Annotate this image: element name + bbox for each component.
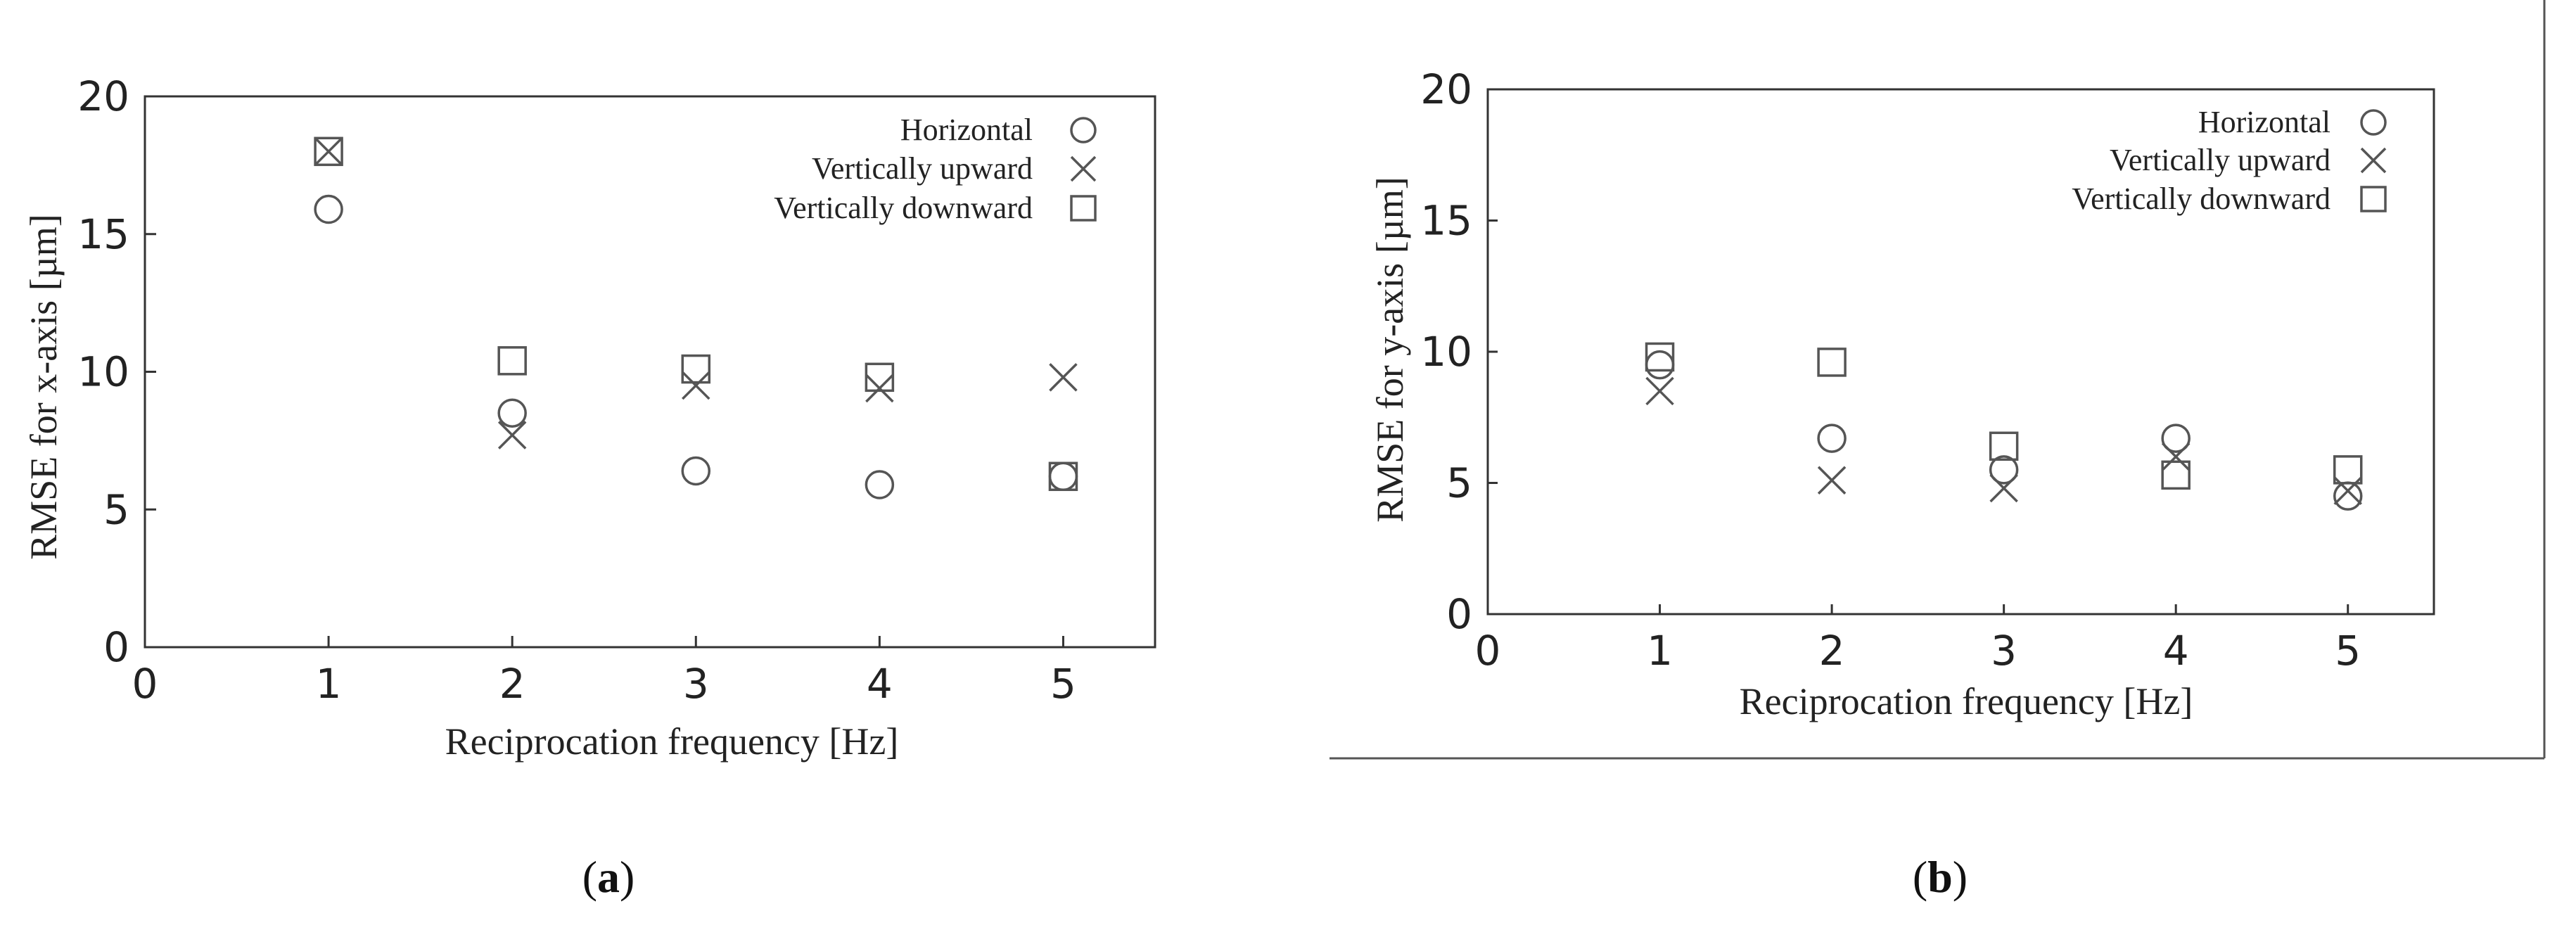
y-tick-label: 20 — [1420, 65, 1472, 113]
data-point-circle — [2333, 481, 2363, 511]
cross-stroke — [1049, 363, 1078, 392]
data-point-cross — [1989, 473, 2018, 503]
legend-label: Horizontal — [2198, 105, 2330, 139]
x-tick-label: 0 — [1475, 627, 1501, 675]
panel-label-b: (b) — [1913, 852, 1968, 902]
cross-stroke — [1645, 376, 1674, 406]
cross-stroke — [314, 137, 343, 166]
data-point-square — [2333, 455, 2363, 485]
data-point-cross — [2161, 442, 2191, 471]
data-point-circle — [865, 470, 895, 499]
data-point-circle — [1989, 455, 2019, 485]
x-axis-title: Reciprocation frequency [Hz] — [445, 720, 899, 763]
data-point-cross — [2333, 476, 2362, 505]
cross-stroke — [1817, 466, 1847, 495]
x-tick-label: 0 — [132, 660, 158, 708]
cross-stroke — [682, 371, 710, 400]
x-tick-label: 1 — [1647, 627, 1673, 675]
y-tick-label: 10 — [77, 348, 129, 396]
data-point-circle — [1048, 461, 1078, 492]
data-point-cross — [497, 421, 527, 450]
data-point-square — [1817, 348, 1847, 377]
data-point-cross — [314, 137, 343, 166]
legend-marker-circle — [1070, 117, 1097, 144]
legend-marker-square — [2360, 186, 2387, 212]
cross-stroke — [1070, 155, 1097, 182]
y-tick-label: 15 — [1420, 197, 1472, 245]
data-point-circle — [314, 194, 343, 224]
data-point-square — [2161, 460, 2191, 490]
data-point-square — [314, 136, 343, 167]
x-tick-label: 4 — [2163, 627, 2189, 675]
x-tick-label: 3 — [1991, 627, 2017, 675]
y-axis-title: RMSE for x-axis [µm] — [23, 214, 65, 560]
y-tick-label: 5 — [1446, 459, 1472, 507]
legend-label: Vertically downward — [774, 191, 1033, 225]
cross-stroke — [2333, 476, 2362, 505]
data-point-circle — [497, 398, 527, 428]
chart-panel-b: 0 1 2 3 4 5 0 5 10 15 20 Horizontal Vertically upwar… — [1369, 65, 2435, 722]
x-tick-label: 3 — [683, 660, 709, 708]
data-point-square — [681, 354, 711, 384]
data-point-square — [497, 346, 527, 376]
cross-stroke — [1989, 473, 2018, 503]
data-point-square — [1989, 431, 2019, 461]
x-tick-label: 4 — [867, 660, 893, 708]
legend-label: Horizontal — [900, 113, 1033, 147]
x-tick-label: 1 — [316, 660, 342, 708]
data-point-cross — [682, 371, 710, 400]
data-point-circle — [1817, 423, 1847, 453]
data-point-square — [1048, 461, 1078, 492]
y-tick-label: 5 — [103, 485, 129, 533]
y-tick-label: 15 — [77, 210, 129, 258]
data-point-cross — [1049, 363, 1078, 392]
legend-marker-square — [1070, 195, 1097, 222]
chart-panel-a: 0 1 2 3 4 5 0 5 10 15 20 Horizontal Vertically upwar… — [23, 72, 1156, 763]
y-tick-label: 0 — [1446, 590, 1472, 638]
y-axis-title: RMSE for y-axis [µm] — [1369, 177, 1411, 523]
data-point-square — [1645, 342, 1675, 372]
legend-label: Vertically upward — [812, 151, 1033, 186]
legend-marker-cross — [2360, 147, 2387, 174]
data-point-circle — [1645, 350, 1675, 380]
y-tick-label: 20 — [77, 72, 129, 120]
legend-marker-circle — [2360, 109, 2387, 136]
data-point-circle — [2161, 423, 2191, 453]
y-tick-label: 10 — [1420, 328, 1472, 376]
panel-label-a: (a) — [582, 852, 635, 902]
data-point-circle — [681, 456, 711, 486]
x-axis-title: Reciprocation frequency [Hz] — [1740, 680, 2193, 722]
cross-stroke — [2360, 147, 2387, 174]
cross-stroke — [2161, 442, 2191, 471]
x-tick-label: 5 — [2335, 627, 2361, 675]
cross-stroke — [865, 374, 894, 403]
x-tick-label: 2 — [499, 660, 525, 708]
y-tick-label: 0 — [103, 623, 129, 671]
legend-marker-cross — [1070, 155, 1097, 182]
data-point-cross — [1645, 376, 1674, 406]
x-tick-label: 2 — [1819, 627, 1845, 675]
data-point-cross — [1817, 466, 1847, 495]
data-point-cross — [865, 374, 894, 403]
legend-label: Vertically upward — [2110, 143, 2330, 177]
x-tick-label: 5 — [1050, 660, 1076, 708]
legend-label: Vertically downward — [2072, 181, 2330, 216]
data-point-square — [865, 362, 895, 393]
cross-stroke — [497, 421, 527, 450]
